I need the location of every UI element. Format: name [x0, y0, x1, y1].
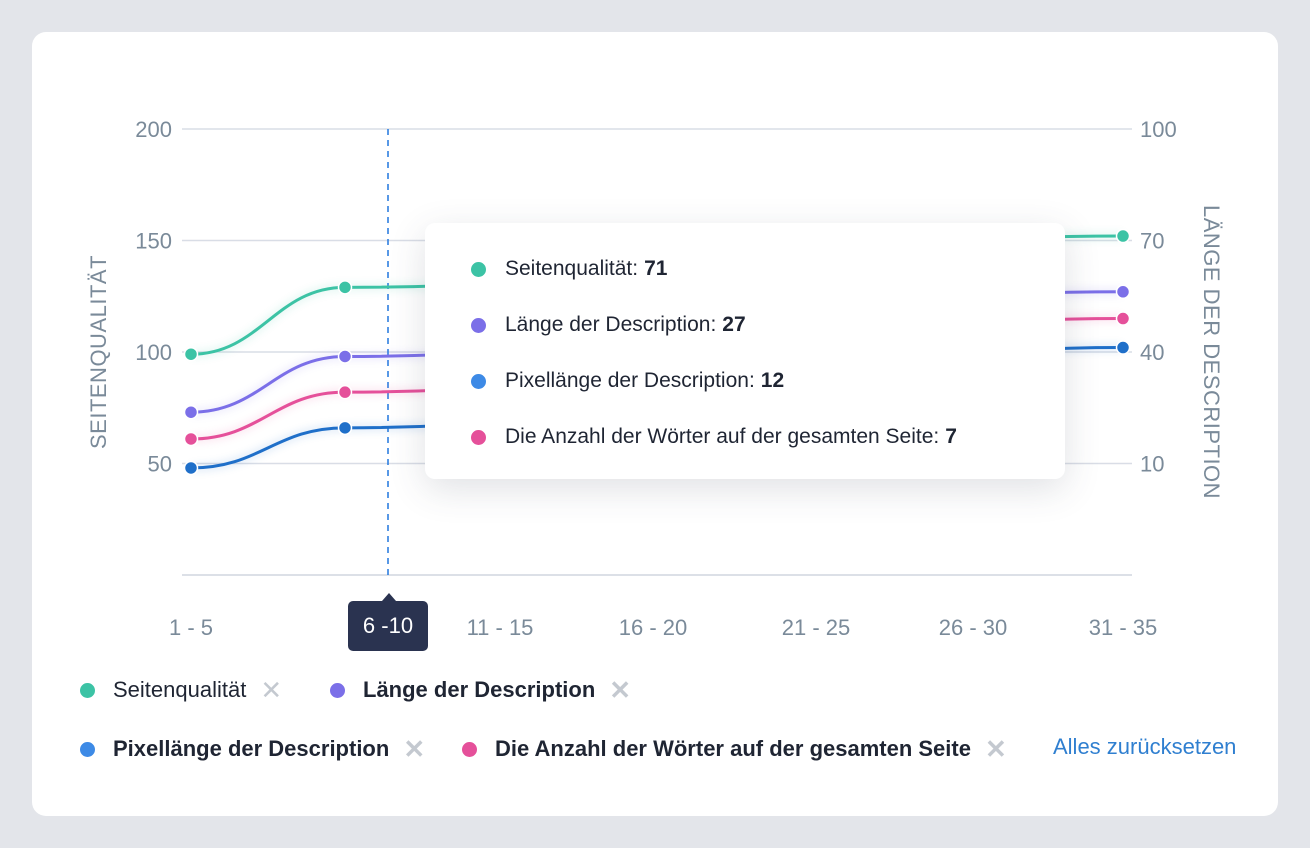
x-tick-label: 31 - 35 [1089, 615, 1158, 640]
x-tick-label: 11 - 15 [467, 615, 534, 640]
x-axis-highlight-badge: 6 -10 [348, 593, 428, 651]
tooltip-row-seitenqualitaet: Seitenqualität: 71 [471, 254, 667, 284]
data-point [183, 404, 199, 420]
tooltip-value: 27 [722, 313, 746, 336]
legend-item-laenge-description[interactable]: Länge der Description ✕ [330, 675, 631, 705]
x-tick-label: 26 - 30 [939, 615, 1008, 640]
data-point [337, 420, 353, 436]
y-right-tick-label: 100 [1140, 117, 1177, 142]
tooltip-value: 12 [760, 369, 785, 392]
tooltip-row-pixellaenge: Pixellänge der Description: 12 [471, 366, 784, 396]
data-point [337, 384, 353, 400]
legend-item-seitenqualitaet[interactable]: Seitenqualität ✕ [80, 675, 282, 705]
tooltip-row-laenge-description: Länge der Description: 27 [471, 310, 746, 340]
tooltip-dot [471, 373, 486, 389]
data-point [1115, 228, 1131, 244]
x-tick-label: 16 - 20 [619, 615, 688, 640]
tooltip-row-anzahl-woerter: Die Anzahl der Wörter auf der gesamten S… [471, 422, 957, 452]
tooltip-value: 71 [644, 257, 668, 280]
tooltip-label: Länge der Description: [505, 313, 717, 336]
chart-tooltip: Seitenqualität: 71 Länge der Description… [425, 223, 1065, 479]
tooltip-label: Die Anzahl der Wörter auf der gesamten S… [505, 425, 940, 448]
tooltip-value: 7 [945, 425, 957, 448]
y-left-tick-label: 50 [148, 452, 172, 477]
y-right-tick-label: 70 [1140, 229, 1164, 254]
tooltip-label: Pixellänge der Description: [505, 369, 755, 392]
data-point [183, 460, 199, 476]
legend-dot [462, 741, 477, 757]
x-tick-label: 21 - 25 [782, 615, 851, 640]
data-point [1115, 284, 1131, 300]
tooltip-dot [471, 317, 486, 333]
tooltip-label: Seitenqualität: [505, 257, 639, 280]
legend-item-pixellaenge[interactable]: Pixellänge der Description ✕ [80, 734, 425, 764]
reset-all-link[interactable]: Alles zurücksetzen [1053, 734, 1237, 759]
x-tick-label: 1 - 5 [169, 615, 213, 640]
legend-dot [330, 682, 345, 698]
data-point [1115, 311, 1131, 326]
tooltip-dot [471, 429, 486, 445]
data-point [337, 280, 353, 295]
y-left-tick-label: 100 [135, 340, 172, 365]
legend-label: Länge der Description [363, 677, 596, 702]
y-left-tick-label: 150 [135, 229, 172, 254]
legend-dot [80, 682, 95, 698]
legend-label: Seitenqualität [113, 677, 247, 702]
close-icon[interactable]: ✕ [403, 734, 426, 764]
legend-dot [80, 741, 95, 757]
close-icon[interactable]: ✕ [260, 675, 283, 705]
y-left-axis-title: SEITENQUALITÄT [86, 255, 111, 449]
close-icon[interactable]: ✕ [984, 734, 1007, 764]
y-right-axis-title: LÄNGE DER DESCRIPTION [1199, 205, 1224, 499]
data-point [183, 346, 199, 362]
legend-label: Die Anzahl der Wörter auf der gesamten S… [495, 736, 971, 761]
y-right-tick-label: 10 [1140, 452, 1164, 477]
tooltip-dot [471, 261, 486, 277]
legend-item-anzahl-woerter[interactable]: Die Anzahl der Wörter auf der gesamten S… [462, 734, 1007, 764]
data-point [337, 349, 353, 364]
chart-card: 50 100 150 200 10 40 70 100 1 - 5 11 - 15 16 - 20 2… [32, 32, 1278, 816]
data-point [1115, 340, 1131, 355]
close-icon[interactable]: ✕ [609, 675, 632, 705]
y-left-tick-label: 200 [135, 117, 172, 142]
legend-label: Pixellänge der Description [113, 736, 390, 761]
y-right-tick-label: 40 [1140, 340, 1164, 365]
data-point [183, 431, 199, 447]
